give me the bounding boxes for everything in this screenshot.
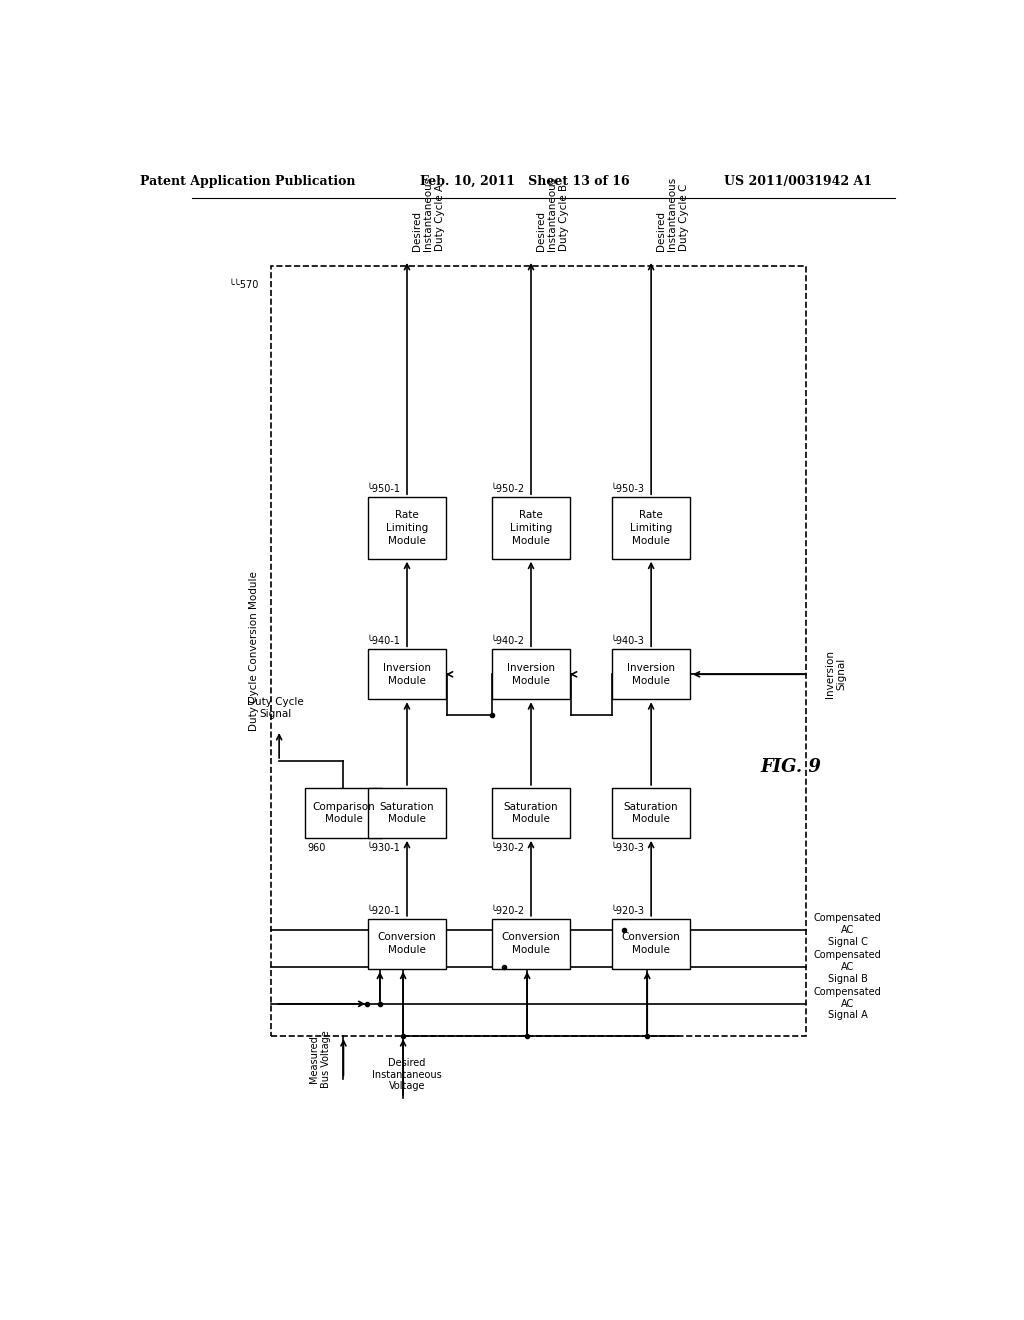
Text: Rate
Limiting
Module: Rate Limiting Module — [386, 511, 428, 545]
Text: Conversion
Module: Conversion Module — [622, 932, 681, 956]
Text: Saturation
Module: Saturation Module — [624, 801, 679, 824]
Text: Duty Cycle
Signal: Duty Cycle Signal — [247, 697, 304, 718]
Text: US 2011/0031942 A1: US 2011/0031942 A1 — [724, 176, 872, 187]
Bar — [612, 919, 690, 969]
Text: Inversion
Signal: Inversion Signal — [824, 651, 847, 698]
Text: 960: 960 — [308, 842, 327, 853]
Text: Feb. 10, 2011   Sheet 13 of 16: Feb. 10, 2011 Sheet 13 of 16 — [420, 176, 630, 187]
Text: Inversion
Module: Inversion Module — [507, 663, 555, 685]
Bar — [612, 788, 690, 838]
Text: ╰930-1: ╰930-1 — [367, 842, 400, 853]
Text: Conversion
Module: Conversion Module — [502, 932, 560, 956]
Text: ╰950-3: ╰950-3 — [611, 484, 645, 494]
Text: Compensated
AC
Signal A: Compensated AC Signal A — [814, 987, 882, 1020]
Bar — [369, 498, 445, 558]
Text: Measured
Bus Voltage: Measured Bus Voltage — [309, 1031, 331, 1088]
Text: ╰920-1: ╰920-1 — [367, 906, 400, 916]
Text: ╰950-1: ╰950-1 — [367, 484, 400, 494]
Text: ╰920-2: ╰920-2 — [490, 906, 525, 916]
Text: Desired
Instantaneous
Voltage: Desired Instantaneous Voltage — [372, 1059, 442, 1092]
Text: ╰940-3: ╰940-3 — [611, 636, 645, 647]
Text: Inversion
Module: Inversion Module — [383, 663, 431, 685]
Text: ╰930-3: ╰930-3 — [611, 842, 645, 853]
Text: ╰950-2: ╰950-2 — [490, 484, 525, 494]
Text: ╰940-2: ╰940-2 — [490, 636, 524, 647]
Text: ╰╰570: ╰╰570 — [228, 280, 259, 290]
Text: ╰930-2: ╰930-2 — [490, 842, 524, 853]
Text: Desired
Instantaneous
Duty Cycle B: Desired Instantaneous Duty Cycle B — [536, 177, 569, 251]
Bar — [612, 649, 690, 700]
Text: Compensated
AC
Signal C: Compensated AC Signal C — [814, 913, 882, 946]
Text: Patent Application Publication: Patent Application Publication — [140, 176, 356, 187]
Bar — [493, 649, 569, 700]
Text: ╰920-3: ╰920-3 — [611, 906, 645, 916]
Text: Desired
Instantaneous
Duty Cycle A: Desired Instantaneous Duty Cycle A — [412, 177, 444, 251]
Bar — [369, 919, 445, 969]
Bar — [612, 498, 690, 558]
Text: Conversion
Module: Conversion Module — [378, 932, 436, 956]
Bar — [369, 649, 445, 700]
Text: ╰940-1: ╰940-1 — [367, 636, 400, 647]
Bar — [271, 267, 806, 1036]
Text: Comparison
Module: Comparison Module — [312, 801, 375, 824]
Text: Rate
Limiting
Module: Rate Limiting Module — [510, 511, 552, 545]
Text: Saturation
Module: Saturation Module — [504, 801, 558, 824]
Text: Duty Cycle Conversion Module: Duty Cycle Conversion Module — [249, 572, 259, 731]
Text: Compensated
AC
Signal B: Compensated AC Signal B — [814, 950, 882, 983]
Bar — [493, 498, 569, 558]
Text: Saturation
Module: Saturation Module — [380, 801, 434, 824]
Text: Desired
Instantaneous
Duty Cycle C: Desired Instantaneous Duty Cycle C — [655, 177, 689, 251]
Text: Inversion
Module: Inversion Module — [627, 663, 675, 685]
Text: FIG. 9: FIG. 9 — [760, 758, 821, 776]
Bar — [493, 788, 569, 838]
Bar — [369, 788, 445, 838]
Bar — [493, 919, 569, 969]
Bar — [305, 788, 382, 838]
Text: Rate
Limiting
Module: Rate Limiting Module — [630, 511, 672, 545]
